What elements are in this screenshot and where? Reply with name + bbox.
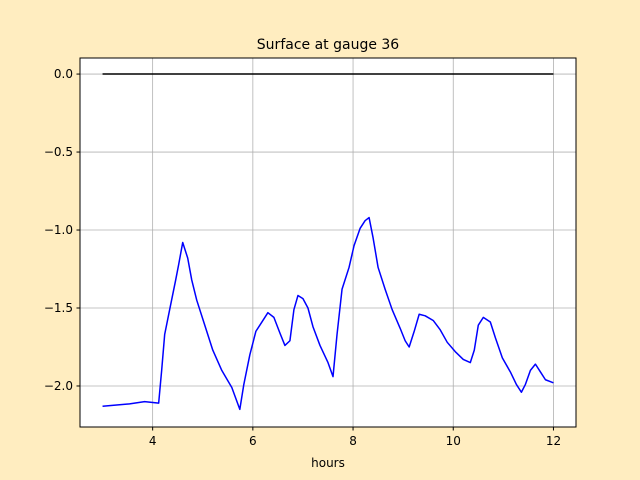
y-tick-label: −1.5 bbox=[44, 301, 73, 315]
x-tick-label: 8 bbox=[349, 434, 357, 448]
x-tick-label: 4 bbox=[149, 434, 157, 448]
x-tick-label: 10 bbox=[446, 434, 461, 448]
y-tick-label: −1.0 bbox=[44, 223, 73, 237]
y-tick-label: −2.0 bbox=[44, 379, 73, 393]
series-line bbox=[102, 216, 554, 411]
x-axis-label: hours bbox=[311, 456, 345, 470]
lines bbox=[102, 73, 554, 411]
axes-frame bbox=[79, 57, 577, 428]
chart-title: Surface at gauge 36 bbox=[257, 37, 399, 53]
x-tick-label: 12 bbox=[546, 434, 561, 448]
x-tick-label: 6 bbox=[249, 434, 257, 448]
y-tick-label: −0.5 bbox=[44, 145, 73, 159]
y-tick-label: 0.0 bbox=[54, 67, 73, 81]
plot-area bbox=[80, 58, 576, 427]
